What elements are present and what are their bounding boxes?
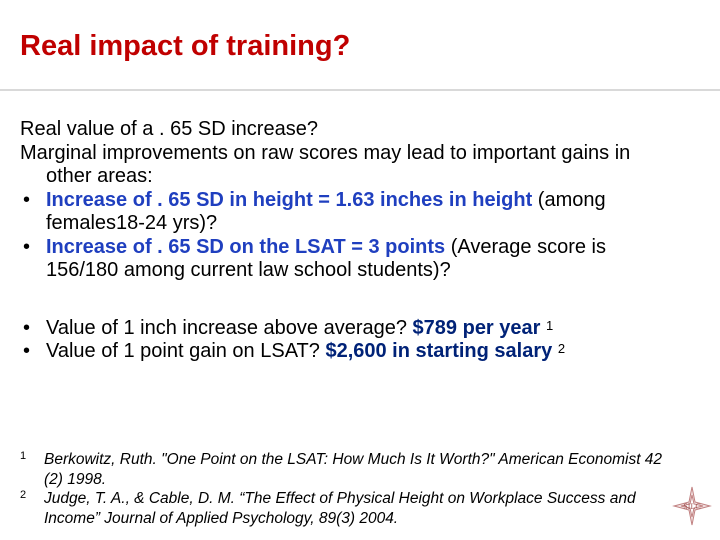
bullet-dot: • [23, 340, 31, 362]
footnote-text-1: Berkowitz, Ruth. "One Point on the LSAT:… [44, 451, 663, 488]
bullet-inch-text: Value of 1 inch increase above average? [46, 316, 413, 339]
footnote-2: 2 Judge, T. A., & Cable, D. M. “The Effec… [20, 489, 680, 528]
bullet-lsat-bold: Increase of . 65 SD on the LSAT = 3 poin… [46, 235, 446, 258]
bullet-height-rest: (among females18-24 yrs)? [46, 188, 606, 235]
footnote-mark-1: 1 [20, 450, 27, 462]
intro-paragraph: Marginal improvements on raw scores may … [20, 141, 631, 188]
bullet-dot: • [23, 188, 31, 211]
footnotes: 1 Berkowitz, Ruth. "One Point on the LSAT… [20, 450, 680, 528]
silc-logo-icon: SILC [672, 486, 712, 526]
bullet-lsat-rest: (Average score is 156/180 among current … [46, 235, 606, 282]
footnote-ref-1: 1 [546, 317, 554, 333]
footnote-1: 1 Berkowitz, Ruth. "One Point on the LSAT… [20, 450, 680, 489]
bullet-point-text: Value of 1 point gain on LSAT? [46, 340, 326, 362]
bullet-dot: • [23, 235, 31, 258]
bullet-point-amount: $2,600 in starting salary [325, 340, 553, 362]
question-line: Real value of a . 65 SD increase? [20, 118, 318, 140]
footnote-mark-2: 2 [20, 489, 27, 501]
bullet-lsat: • Increase of . 65 SD on the LSAT = 3 poi… [20, 236, 680, 283]
silc-logo-text: SILC [683, 502, 700, 511]
title-divider [0, 89, 720, 91]
bullet-height: • Increase of . 65 SD in height = 1.63 in… [20, 189, 680, 236]
bullet-point-value: • Value of 1 point gain on LSAT? $2,600 i… [20, 340, 680, 364]
bullet-inch-amount: $789 per year [412, 316, 541, 339]
bullet-height-bold: Increase of . 65 SD in height = 1.63 inc… [46, 188, 533, 211]
footnote-ref-2: 2 [557, 341, 566, 356]
bullet-dot: • [23, 316, 31, 339]
slide-body: Real value of a . 65 SD increase? Margin… [20, 118, 680, 364]
footnote-text-2: Judge, T. A., & Cable, D. M. “The Effect… [44, 490, 636, 527]
bullet-inch-value: • Value of 1 inch increase above average?… [20, 317, 680, 341]
slide-title: Real impact of training? [20, 30, 351, 62]
